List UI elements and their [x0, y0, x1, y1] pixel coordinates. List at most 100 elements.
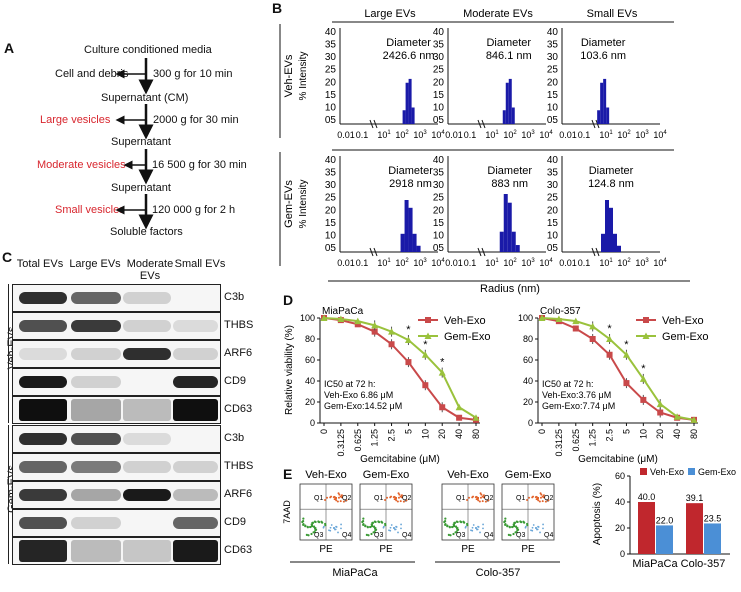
event-dot: [539, 496, 542, 499]
flow-yaxis-label: 7AAD: [282, 500, 292, 524]
histogram-y-tick: 25: [325, 65, 337, 76]
histogram-x-tick: 0.1: [464, 258, 477, 268]
viability-x-tick: 0.625: [353, 429, 363, 452]
protein-band: [19, 399, 67, 421]
histogram-bar: [613, 233, 617, 252]
protein-band: [123, 461, 171, 473]
blot-column-header: Small EVs: [174, 258, 226, 270]
event-dot: [537, 497, 539, 499]
event-dot: [345, 499, 348, 502]
event-dot: [537, 526, 540, 528]
protein-band: [123, 399, 171, 421]
event-dot: [374, 529, 377, 532]
histogram-x-tick: 102: [617, 130, 631, 140]
flow-cytometry-plot: Gem-Exo Q1 Q2 Q3 Q4 PE: [359, 469, 413, 555]
diameter-value: 2426.6 nm: [383, 50, 435, 62]
event-dot: [330, 524, 333, 526]
event-dot: [530, 529, 532, 532]
axis-break: [477, 247, 482, 257]
event-dot: [482, 494, 485, 497]
flow-arrows: [115, 58, 154, 230]
event-dot: [310, 532, 313, 536]
histogram-y-tick: 05: [325, 115, 337, 126]
ic50-title: IC50 at 72 h:: [324, 379, 376, 389]
gem-marker: [656, 400, 664, 408]
event-dot: [400, 523, 402, 526]
histogram-column-header: Small EVs: [587, 8, 638, 20]
protein-band: [19, 489, 67, 501]
event-dot: [340, 527, 342, 530]
gem-marker: [555, 315, 563, 323]
diameter-label: Diameter: [386, 37, 431, 49]
event-dot: [451, 525, 454, 529]
event-dot: [454, 531, 457, 534]
histogram-x-tick: 101: [377, 130, 391, 140]
event-dot: [446, 524, 449, 527]
event-dot: [393, 495, 396, 498]
histogram-bar: [606, 107, 610, 124]
event-dot: [452, 524, 456, 528]
event-dot: [329, 526, 332, 529]
histogram-y-tick: 40: [433, 155, 445, 166]
event-dot: [304, 524, 307, 527]
event-dot: [535, 495, 538, 498]
western-blot-strip: [12, 509, 221, 537]
protein-band: [173, 461, 218, 473]
histogram-x-tick: 103: [635, 130, 649, 140]
histogram-y-tick: 35: [325, 168, 337, 179]
quadrant-label: Q2: [484, 495, 493, 502]
protein-band: [123, 540, 171, 562]
histogram-y-tick: 15: [325, 218, 337, 229]
histogram-bar: [600, 82, 604, 124]
flow-xaxis-label: PE: [461, 544, 475, 555]
veh-marker: [371, 328, 378, 335]
viability-y-tick: 80: [523, 334, 533, 344]
quadrant-label: Q2: [342, 495, 351, 502]
event-dot: [456, 529, 459, 532]
event-dot: [509, 534, 512, 537]
histogram-bar: [503, 194, 508, 252]
event-dot: [538, 500, 541, 503]
event-dot: [535, 498, 538, 501]
event-dot: [370, 524, 374, 528]
event-dot: [484, 500, 487, 503]
apoptosis-category: Colo-357: [681, 558, 726, 570]
histogram-y-tick: 30: [325, 180, 337, 191]
gem-marker: [639, 375, 647, 382]
histogram-x-tick: 102: [395, 130, 409, 140]
legend-marker: [643, 317, 649, 323]
veh-marker: [657, 409, 664, 416]
histogram-y-tick: 05: [325, 243, 337, 254]
event-dot: [535, 527, 537, 529]
event-dot: [309, 525, 312, 529]
event-dot: [542, 527, 544, 530]
event-dot: [524, 525, 527, 528]
event-dot: [477, 497, 479, 499]
event-dot: [397, 496, 400, 499]
apoptosis-legend-swatch: [688, 468, 695, 475]
flow-step: Large vesicles: [40, 114, 111, 126]
event-dot: [396, 500, 399, 503]
histogram-y-tick: 30: [433, 52, 445, 63]
gem-marker: [320, 314, 328, 321]
event-dot: [541, 500, 544, 503]
event-dot: [475, 498, 478, 501]
protein-band: [71, 433, 121, 445]
group-bracket: [8, 425, 13, 564]
event-dot: [479, 492, 482, 495]
veh-marker: [572, 325, 579, 332]
quadrant-label: Q1: [314, 495, 323, 502]
event-dot: [314, 520, 317, 524]
histogram-y-tick: 15: [547, 218, 559, 229]
apoptosis-category: MiaPaCa: [632, 558, 678, 570]
protein-label: CD63: [224, 403, 253, 415]
event-dot: [395, 497, 397, 499]
histogram-x-tick: 102: [617, 258, 631, 268]
flow-xaxis-label: PE: [521, 544, 535, 555]
viability-x-tick: 1.25: [370, 429, 380, 447]
viability-x-tick: 10: [420, 429, 430, 439]
event-dot: [512, 532, 515, 536]
event-dot: [475, 527, 477, 529]
viability-x-tick: 2.5: [605, 429, 615, 442]
histogram-x-tick: 0.1: [578, 258, 591, 268]
